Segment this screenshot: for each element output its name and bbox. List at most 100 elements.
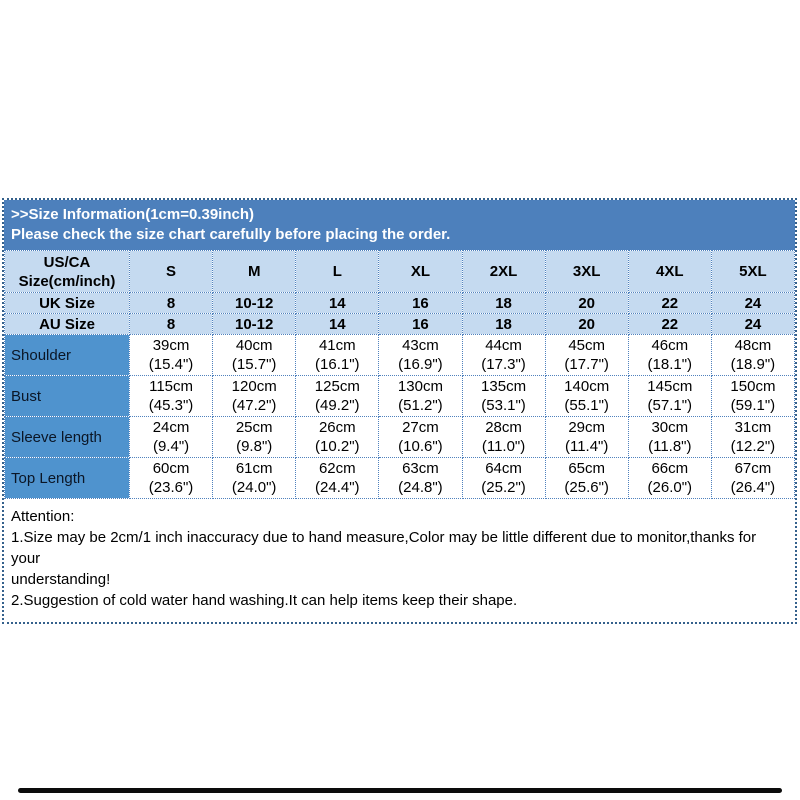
value-inch: (16.9"): [398, 356, 443, 373]
value-cm: 44cm: [485, 337, 522, 354]
measurement-value-cell: 46cm (18.1"): [627, 334, 712, 376]
value-cm: 67cm: [734, 460, 772, 477]
size-header-row: US/CA Size(cm/inch) S M L XL 2XL 3XL 4XL 5XL: [4, 250, 796, 293]
size-column-header: 3XL: [544, 250, 629, 293]
measurement-label: Top Length: [4, 457, 130, 499]
measurement-value-cell: 28cm (11.0"): [461, 416, 546, 458]
size-column-header: L: [295, 250, 380, 293]
measurement-value-cell: 48cm (18.9"): [710, 334, 796, 376]
value-cm: 29cm: [568, 419, 606, 436]
value-inch: (45.3"): [148, 397, 194, 414]
measurement-value-cell: 66cm (26.0"): [627, 457, 712, 499]
value-cm: 64cm: [485, 460, 522, 477]
value-cm: 115cm: [149, 378, 194, 395]
value-inch: (15.7"): [231, 356, 277, 373]
size-value-cell: 14: [295, 313, 380, 335]
size-value-cell: 10-12: [212, 292, 297, 314]
size-system-label: AU Size: [4, 313, 130, 335]
measurement-value-cell: 150cm (59.1"): [710, 375, 796, 417]
value-inch: (26.0"): [647, 479, 693, 496]
value-cm: 41cm: [318, 337, 356, 354]
value-cm: 65cm: [568, 460, 606, 477]
value-inch: (24.0"): [231, 479, 277, 496]
value-inch: (24.8"): [398, 479, 443, 496]
size-value-cell: 18: [461, 313, 546, 335]
measurement-value-cell: 45cm (17.7"): [544, 334, 629, 376]
measurement-value-cell: 61cm (24.0"): [212, 457, 297, 499]
size-value-cell: 20: [544, 313, 629, 335]
measurement-value-cell: 63cm (24.8"): [378, 457, 463, 499]
measurement-value-cell: 39cm (15.4"): [128, 334, 214, 376]
value-inch: (47.2"): [231, 397, 277, 414]
value-inch: (11.0"): [481, 438, 526, 455]
size-value-cell: 10-12: [212, 313, 297, 335]
size-value-cell: 8: [128, 313, 214, 335]
size-value-cell: 14: [295, 292, 380, 314]
value-cm: 63cm: [402, 460, 439, 477]
measurement-value-cell: 31cm (12.2"): [710, 416, 796, 458]
value-cm: 140cm: [564, 378, 610, 395]
value-cm: 150cm: [730, 378, 776, 395]
value-cm: 61cm: [235, 460, 273, 477]
measurement-value-cell: 25cm (9.8"): [212, 416, 297, 458]
value-inch: (10.2"): [315, 438, 360, 455]
measurement-value-cell: 135cm (53.1"): [461, 375, 546, 417]
measurement-value-cell: 27cm (10.6"): [378, 416, 463, 458]
value-inch: (17.3"): [481, 356, 526, 373]
value-inch: (24.4"): [315, 479, 360, 496]
value-inch: (59.1"): [730, 397, 776, 414]
size-column-header: S: [128, 250, 214, 293]
value-inch: (11.8"): [648, 438, 692, 455]
value-cm: 66cm: [651, 460, 689, 477]
attention-line-1: 1.Size may be 2cm/1 inch inaccuracy due …: [11, 529, 757, 567]
size-value-cell: 16: [378, 292, 463, 314]
uk-size-row: UK Size 8 10-12 14 16 18 20 22 24: [4, 292, 796, 314]
measurement-value-cell: 65cm (25.6"): [544, 457, 629, 499]
us-ca-size-header: US/CA Size(cm/inch): [4, 250, 130, 293]
value-cm: 28cm: [485, 419, 522, 436]
measurement-value-cell: 26cm (10.2"): [295, 416, 380, 458]
banner-subtitle: Please check the size chart carefully be…: [11, 226, 451, 243]
value-cm: 40cm: [235, 337, 273, 354]
value-cm: 45cm: [568, 337, 606, 354]
value-inch: (55.1"): [564, 397, 609, 414]
size-value-cell: 22: [627, 292, 712, 314]
size-column-header: 5XL: [710, 250, 796, 293]
value-inch: (57.1"): [647, 397, 693, 414]
corner-line-1: US/CA: [43, 253, 91, 271]
measurement-value-cell: 64cm (25.2"): [461, 457, 546, 499]
value-cm: 30cm: [651, 419, 689, 436]
size-value-cell: 20: [544, 292, 629, 314]
size-value-cell: 8: [128, 292, 214, 314]
measurement-value-cell: 120cm (47.2"): [212, 375, 297, 417]
value-cm: 26cm: [318, 419, 356, 436]
measurement-label: Sleeve length: [4, 416, 130, 458]
value-cm: 135cm: [481, 378, 527, 395]
size-value-cell: 24: [710, 313, 796, 335]
size-value-cell: 18: [461, 292, 546, 314]
value-cm: 31cm: [734, 419, 772, 436]
measurement-value-cell: 115cm (45.3"): [128, 375, 214, 417]
value-cm: 145cm: [647, 378, 693, 395]
measurement-row: Shoulder 39cm (15.4") 40cm (15.7") 41cm (16.1"…: [4, 334, 796, 376]
value-cm: 25cm: [235, 419, 273, 436]
measurement-label: Bust: [4, 375, 130, 417]
value-inch: (15.4"): [148, 356, 194, 373]
value-cm: 62cm: [318, 460, 356, 477]
size-column-header: 2XL: [461, 250, 546, 293]
size-column-header: 4XL: [627, 250, 712, 293]
value-inch: (18.1"): [647, 356, 693, 373]
value-inch: (12.2"): [730, 438, 776, 455]
value-inch: (17.7"): [564, 356, 609, 373]
size-table: US/CA Size(cm/inch) S M L XL 2XL 3XL 4XL 5XL UK Si…: [4, 250, 796, 499]
value-cm: 48cm: [734, 337, 772, 354]
attention-section: Attention: 1.Size may be 2cm/1 inch inac…: [4, 499, 795, 622]
measurement-value-cell: 30cm (11.8"): [627, 416, 712, 458]
measurement-label: Shoulder: [4, 334, 130, 376]
attention-line-2: 2.Suggestion of cold water hand washing.…: [11, 592, 518, 609]
measurement-value-cell: 62cm (24.4"): [295, 457, 380, 499]
value-cm: 24cm: [152, 419, 190, 436]
measurement-value-cell: 140cm (55.1"): [544, 375, 629, 417]
size-system-label: UK Size: [4, 292, 130, 314]
